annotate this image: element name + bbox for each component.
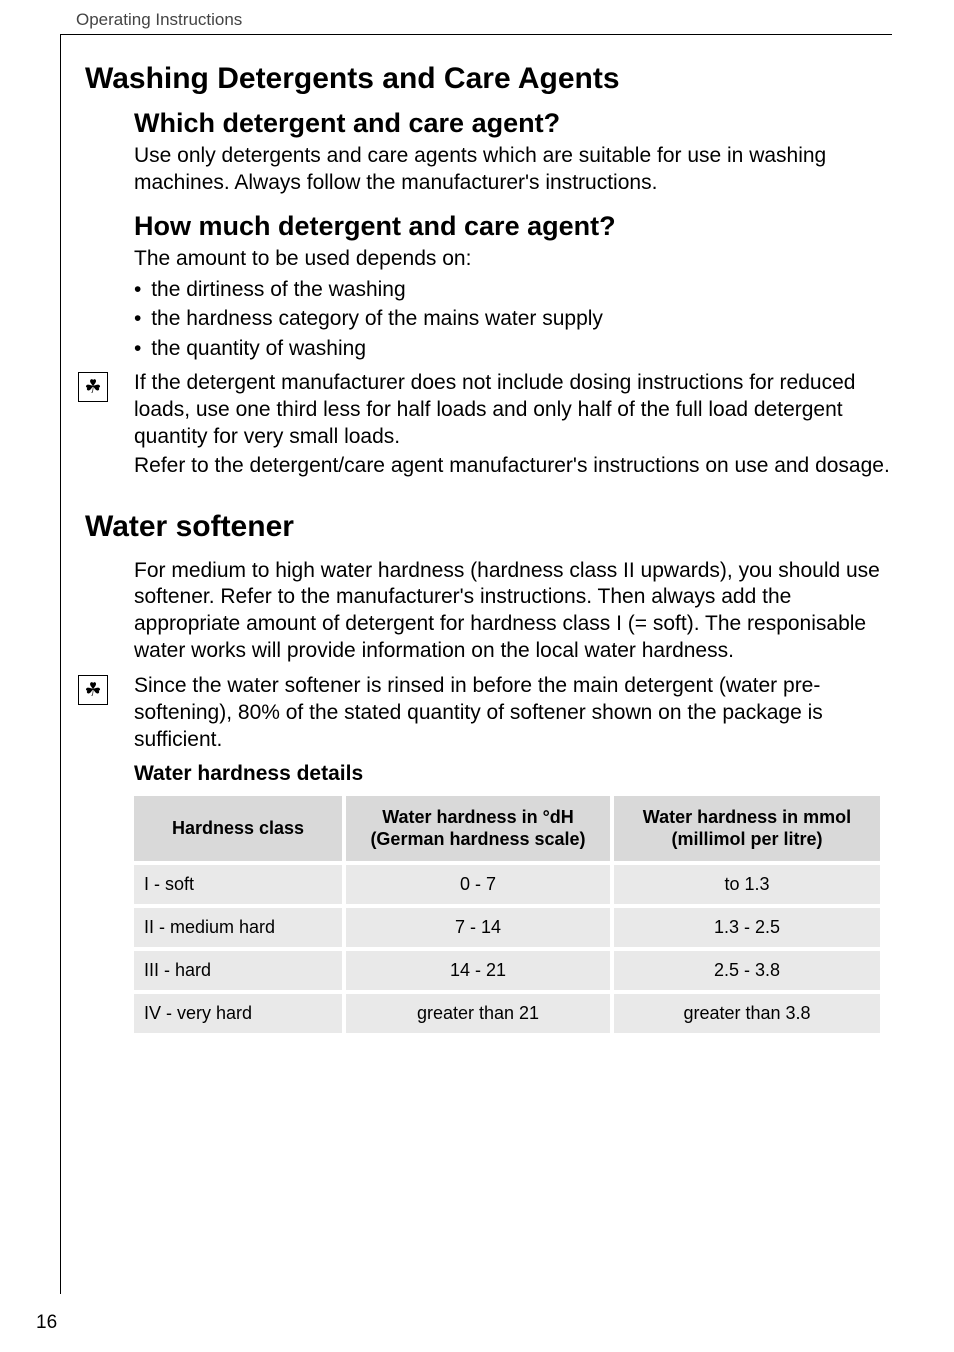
note-block-dosing: ☘ If the detergent manufacturer does not… [76, 370, 890, 480]
table-header-row: Hardness class Water hardness in °dH (Ge… [134, 796, 880, 863]
heading-water-softener: Water softener [85, 510, 890, 544]
page-content: Washing Detergents and Care Agents Which… [76, 62, 890, 1033]
table-cell: 14 - 21 [344, 949, 612, 992]
table-header: Water hardness in °dH (German hardness s… [344, 796, 612, 863]
paragraph-depends-on: The amount to be used depends on: [134, 246, 890, 273]
page-number: 16 [36, 1312, 57, 1334]
table-header: Hardness class [134, 796, 344, 863]
note-block-softener: ☘ Since the water softener is rinsed in … [76, 673, 890, 754]
paragraph-which-detergent: Use only detergents and care agents whic… [134, 143, 890, 197]
note-dosing-text: If the detergent manufacturer does not i… [134, 370, 890, 451]
subheading-which-detergent: Which detergent and care agent? [134, 108, 890, 139]
table-cell: 2.5 - 3.8 [612, 949, 880, 992]
table-row: IV - very hard greater than 21 greater t… [134, 992, 880, 1033]
table-cell: greater than 3.8 [612, 992, 880, 1033]
heading-detergents: Washing Detergents and Care Agents [85, 62, 890, 96]
table-cell: to 1.3 [612, 863, 880, 906]
table-row: II - medium hard 7 - 14 1.3 - 2.5 [134, 906, 880, 949]
clover-icon: ☘ [78, 675, 108, 705]
note-dosing-refer: Refer to the detergent/care agent manufa… [134, 453, 890, 480]
table-row: III - hard 14 - 21 2.5 - 3.8 [134, 949, 880, 992]
table-row: I - soft 0 - 7 to 1.3 [134, 863, 880, 906]
bullet-list: the dirtiness of the washing the hardnes… [134, 275, 890, 364]
paragraph-softener: For medium to high water hardness (hardn… [134, 558, 890, 666]
table-cell: 0 - 7 [344, 863, 612, 906]
table-cell: IV - very hard [134, 992, 344, 1033]
running-header: Operating Instructions [76, 10, 242, 30]
table-cell: III - hard [134, 949, 344, 992]
table-header: Water hardness in mmol (millimol per lit… [612, 796, 880, 863]
bullet-item: the quantity of washing [134, 334, 890, 364]
note-softener-text: Since the water softener is rinsed in be… [134, 673, 890, 754]
clover-icon: ☘ [78, 372, 108, 402]
table-cell: 7 - 14 [344, 906, 612, 949]
hardness-table: Hardness class Water hardness in °dH (Ge… [134, 796, 880, 1033]
table-cell: I - soft [134, 863, 344, 906]
bullet-item: the hardness category of the mains water… [134, 304, 890, 334]
bullet-item: the dirtiness of the washing [134, 275, 890, 305]
subheading-how-much: How much detergent and care agent? [134, 211, 890, 242]
table-cell: 1.3 - 2.5 [612, 906, 880, 949]
table-title: Water hardness details [134, 762, 890, 786]
table-cell: greater than 21 [344, 992, 612, 1033]
table-cell: II - medium hard [134, 906, 344, 949]
